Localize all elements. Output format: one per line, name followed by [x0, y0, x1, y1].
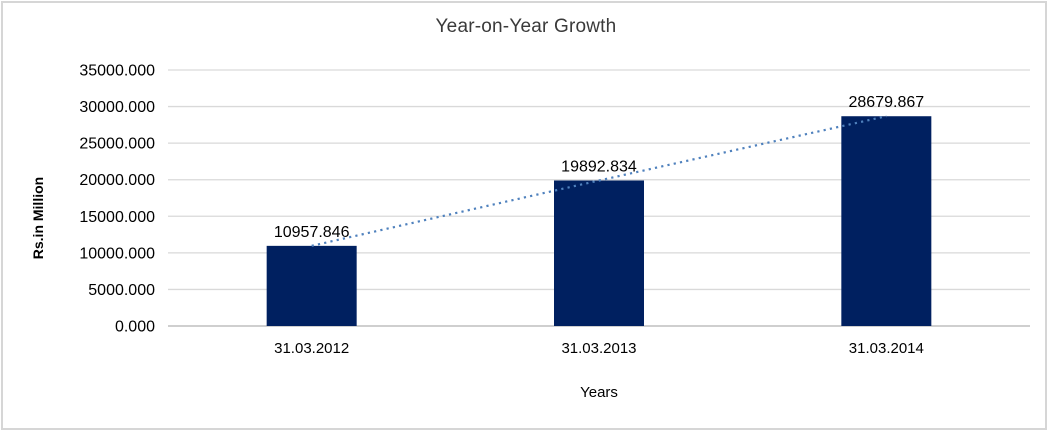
y-tick-label: 20000.000 — [79, 172, 155, 189]
x-category-label: 31.03.2012 — [274, 340, 349, 357]
y-tick-label: 30000.000 — [79, 99, 155, 116]
y-tick-label: 25000.000 — [79, 136, 155, 153]
bar-data-label: 19892.834 — [561, 158, 637, 175]
y-tick-label: 15000.000 — [79, 209, 155, 226]
trendline — [311, 115, 887, 247]
bar-data-label: 28679.867 — [849, 94, 925, 111]
x-axis-title: Years — [580, 384, 618, 401]
x-category-label: 31.03.2014 — [849, 340, 924, 357]
chart-title: Year-on-Year Growth — [435, 16, 617, 37]
y-tick-label: 10000.000 — [79, 245, 155, 262]
y-tick-label: 35000.000 — [79, 63, 155, 80]
bar — [554, 180, 644, 326]
bar — [841, 116, 932, 326]
bar-data-label: 10957.846 — [274, 224, 350, 241]
bar — [266, 245, 357, 326]
x-category-label: 31.03.2013 — [561, 340, 636, 357]
y-tick-label: 5000.000 — [88, 282, 155, 299]
y-tick-label: 0.000 — [115, 319, 155, 336]
